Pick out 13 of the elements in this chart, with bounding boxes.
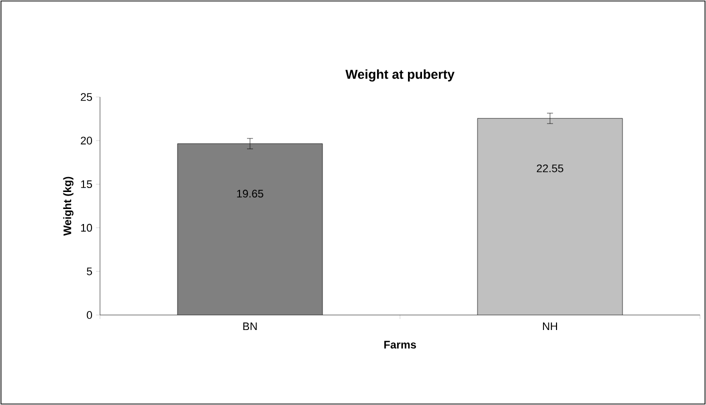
- y-axis-title: Weight (kg): [63, 176, 74, 236]
- chart-title: Weight at puberty: [345, 69, 455, 82]
- y-tick-label: 20: [80, 136, 92, 144]
- data-label: 19.65: [237, 190, 264, 198]
- x-axis-title: Farms: [384, 340, 416, 349]
- x-tick-label: NH: [542, 322, 558, 330]
- y-tick-label: 25: [80, 93, 92, 101]
- y-tick-label: 0: [86, 311, 92, 319]
- y-tick-label: 5: [86, 268, 92, 276]
- y-tick-label: 15: [81, 180, 92, 188]
- x-tick-label: BN: [243, 322, 257, 330]
- y-tick-label: 10: [81, 224, 92, 232]
- data-label: 22.55: [536, 164, 564, 172]
